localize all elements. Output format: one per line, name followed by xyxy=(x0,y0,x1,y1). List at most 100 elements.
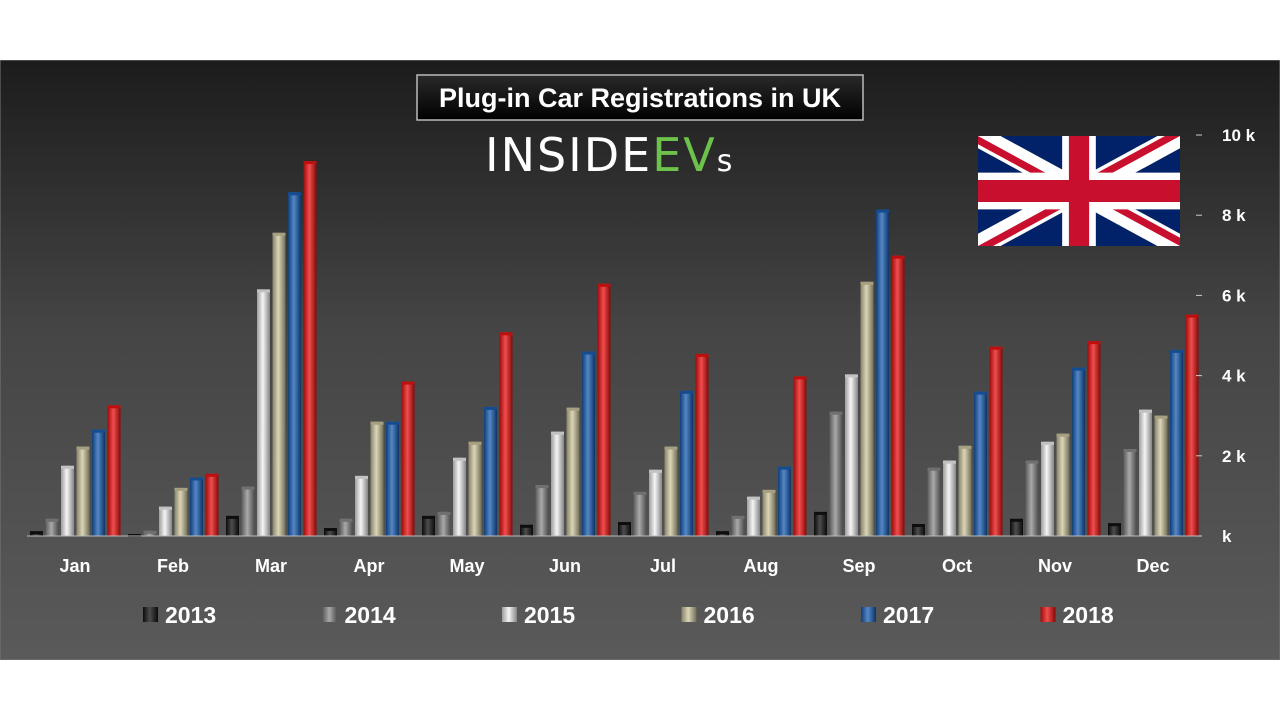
bar-cap-2018-nov xyxy=(1087,341,1101,345)
bar-2015-apr xyxy=(355,475,368,536)
bar-chart: Plug-in Car Registrations in UK INSIDEEV… xyxy=(0,60,1280,660)
legend-swatch-2013 xyxy=(143,607,158,622)
bar-cap-2015-apr xyxy=(355,475,368,479)
bar-cap-2015-may xyxy=(453,457,466,461)
logo-text-s: s xyxy=(717,144,735,179)
bar-cap-2016-sep xyxy=(860,281,874,285)
logo-text-inside: INSIDE xyxy=(485,128,652,182)
x-axis: Jan Feb Mar Apr May Jun Jul Aug Sep Oct Nov Dec xyxy=(59,556,1169,576)
legend-label-2014: 2014 xyxy=(345,602,396,628)
bar-cap-2016-aug xyxy=(762,489,776,493)
legend-label-2015: 2015 xyxy=(524,602,575,628)
logo-text-ev: EV xyxy=(652,128,717,182)
bar-cap-2013-oct xyxy=(912,524,925,527)
bar-cap-2016-dec xyxy=(1154,415,1168,419)
uk-flag-icon xyxy=(978,136,1180,246)
bar-cap-2015-jul xyxy=(649,469,662,473)
bar-cap-2016-nov xyxy=(1056,433,1070,437)
bar-2016-sep xyxy=(860,281,874,536)
bar-cap-2018-mar xyxy=(303,161,317,165)
bar-2016-jan xyxy=(76,446,90,536)
bar-cap-2018-sep xyxy=(891,255,905,259)
bar-2015-oct xyxy=(943,460,956,536)
bar-cap-2014-feb xyxy=(143,530,157,534)
svg-text:INSIDEEVs: INSIDEEVs xyxy=(485,128,734,182)
legend-swatch-2015 xyxy=(502,607,517,622)
bar-cap-2013-sep xyxy=(814,511,827,515)
bar-cap-2016-apr xyxy=(370,421,384,425)
bar-2015-sep xyxy=(845,374,858,536)
bar-2018-jul xyxy=(695,353,709,536)
bar-2018-dec xyxy=(1185,314,1199,536)
bar-cap-2017-jun xyxy=(582,351,595,355)
legend-label-2017: 2017 xyxy=(883,602,934,628)
bar-2017-sep xyxy=(876,209,889,536)
bar-cap-2016-jan xyxy=(76,446,90,450)
bar-2017-oct xyxy=(974,391,987,536)
x-tick-label-nov: Nov xyxy=(1038,556,1072,576)
bar-2014-may xyxy=(437,511,451,536)
bar-2014-sep xyxy=(829,411,843,536)
x-tick-label-mar: Mar xyxy=(255,556,287,576)
bar-2014-apr xyxy=(339,518,353,536)
bar-cap-2014-mar xyxy=(241,486,255,490)
bar-2015-nov xyxy=(1041,441,1054,536)
bar-2014-dec xyxy=(1123,449,1137,536)
bar-2018-mar xyxy=(303,161,317,536)
bar-2017-mar xyxy=(288,192,301,537)
bar-2015-may xyxy=(453,457,466,536)
bar-cap-2016-feb xyxy=(174,487,188,491)
bar-2013-jul xyxy=(618,522,631,536)
bar-2013-mar xyxy=(226,515,239,536)
bar-2016-aug xyxy=(762,489,776,536)
bar-cap-2017-apr xyxy=(386,421,399,425)
bar-2018-nov xyxy=(1087,341,1101,536)
bar-2015-dec xyxy=(1139,409,1152,536)
x-tick-label-apr: Apr xyxy=(354,556,385,576)
bars-layer xyxy=(30,161,1199,537)
bar-cap-2017-feb xyxy=(190,477,203,481)
bar-2018-oct xyxy=(989,346,1003,536)
bar-cap-2014-jul xyxy=(633,491,647,495)
insideevs-logo: INSIDEEVs xyxy=(485,128,734,182)
bar-cap-2018-jul xyxy=(695,353,709,357)
bar-2018-may xyxy=(499,332,513,536)
bar-2015-aug xyxy=(747,496,760,536)
bar-cap-2017-dec xyxy=(1170,349,1183,353)
bar-2014-aug xyxy=(731,515,745,536)
bar-cap-2015-feb xyxy=(159,506,172,510)
bar-cap-2014-jan xyxy=(45,518,59,522)
bar-2015-mar xyxy=(257,289,270,536)
bar-cap-2015-jan xyxy=(61,465,74,469)
bar-2018-jan xyxy=(107,405,121,536)
bar-2017-apr xyxy=(386,421,399,536)
bar-2017-feb xyxy=(190,477,203,536)
bar-2015-jul xyxy=(649,469,662,536)
x-tick-label-dec: Dec xyxy=(1136,556,1169,576)
bar-2018-sep xyxy=(891,255,905,536)
y-tick-label: 8 k xyxy=(1222,206,1246,225)
bar-2017-may xyxy=(484,406,497,536)
bar-2014-jul xyxy=(633,491,647,536)
bar-2013-apr xyxy=(324,528,337,536)
bar-cap-2018-apr xyxy=(401,381,415,385)
bar-2016-oct xyxy=(958,445,972,536)
bar-cap-2017-nov xyxy=(1072,367,1085,371)
bar-cap-2014-jun xyxy=(535,485,549,489)
bar-cap-2013-nov xyxy=(1010,518,1023,522)
legend: 2013 2014 2015 2016 2017 2018 xyxy=(143,602,1114,628)
bar-2016-jun xyxy=(566,407,580,536)
bar-2013-may xyxy=(422,515,435,536)
bar-cap-2013-aug xyxy=(716,531,729,535)
bar-2016-may xyxy=(468,441,482,536)
bar-2016-dec xyxy=(1154,415,1168,536)
bar-cap-2015-oct xyxy=(943,460,956,464)
bar-cap-2013-apr xyxy=(324,528,337,531)
bar-2018-aug xyxy=(793,376,807,536)
x-tick-label-jun: Jun xyxy=(549,556,581,576)
bar-2015-jun xyxy=(551,431,564,536)
bar-2017-aug xyxy=(778,466,791,536)
bar-2014-mar xyxy=(241,486,255,536)
bar-cap-2014-aug xyxy=(731,515,745,519)
bar-2014-jan xyxy=(45,518,59,536)
